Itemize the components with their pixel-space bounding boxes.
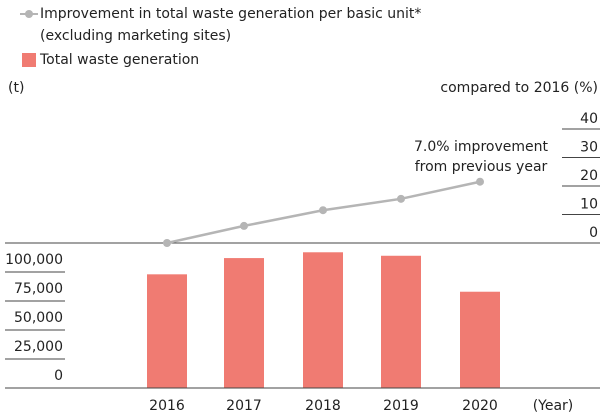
- y-tick-label: 75,000: [14, 281, 63, 297]
- line-point: [319, 206, 327, 215]
- line-point: [476, 177, 484, 186]
- y2-axis-label: compared to 2016 (%): [440, 80, 598, 96]
- y-tick-label: 20: [580, 168, 598, 184]
- bar: [224, 258, 264, 388]
- y-tick-label: 50,000: [14, 310, 63, 326]
- bar: [460, 291, 500, 388]
- y-tick-label: 0: [589, 225, 598, 241]
- line-point: [397, 194, 405, 203]
- y-tick-label: 30: [580, 140, 598, 156]
- bar: [303, 252, 343, 388]
- x-tick-label: 2017: [226, 398, 262, 414]
- y-axis-label: (t): [8, 80, 24, 96]
- line-point: [240, 221, 248, 230]
- y-tick-label: 40: [580, 111, 598, 127]
- x-axis-label: (Year): [533, 398, 574, 414]
- legend-bar-label: Total waste generation: [40, 52, 200, 68]
- legend-bar-marker: [22, 53, 36, 67]
- bar: [147, 274, 187, 388]
- y-tick-label: 100,000: [5, 252, 63, 268]
- x-tick-label: 2019: [383, 398, 419, 414]
- x-tick-label: 2020: [462, 398, 498, 414]
- annotation: 7.0% improvement from previous year: [414, 139, 548, 175]
- x-tick-label: 2016: [149, 398, 185, 414]
- y-tick-label: 25,000: [14, 339, 63, 355]
- y-tick-label: 0: [54, 368, 63, 384]
- legend-line-label: Improvement in total waste generation pe…: [40, 6, 422, 44]
- legend-line-dot: [25, 10, 33, 18]
- bar: [381, 255, 421, 388]
- x-tick-label: 2018: [305, 398, 341, 414]
- line-point: [163, 239, 171, 247]
- y-tick-label: 10: [580, 197, 598, 213]
